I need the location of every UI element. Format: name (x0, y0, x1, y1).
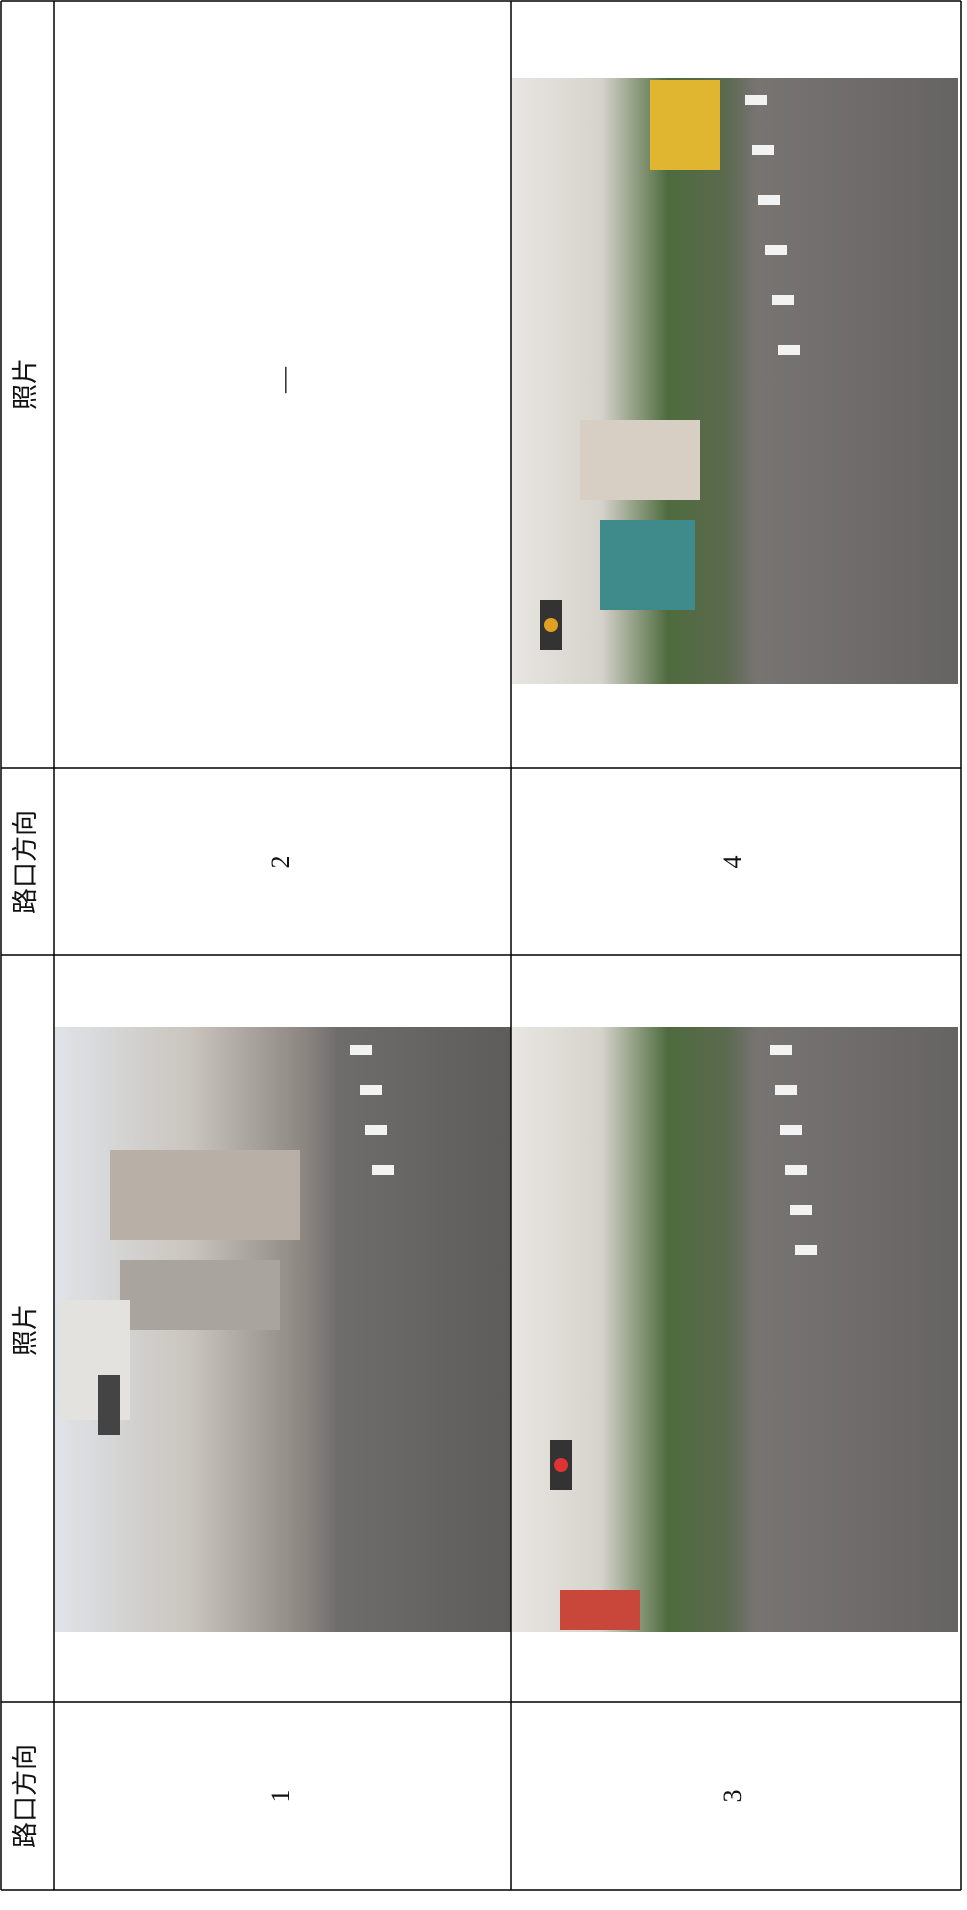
photo (512, 78, 958, 684)
header-cell: 照片 (11, 1304, 40, 1356)
direction-cell: 3 (718, 1790, 747, 1803)
direction-cell: 4 (718, 856, 747, 869)
direction-cell: 2 (266, 856, 295, 869)
direction-cell: 1 (266, 1790, 295, 1803)
header-cell: 照片 (11, 358, 40, 410)
photo (55, 1027, 511, 1632)
photo-note: — (269, 366, 298, 394)
photo (512, 1027, 958, 1632)
header-cell: 路口方向 (11, 1744, 40, 1848)
header-cell: 路口方向 (11, 810, 40, 914)
